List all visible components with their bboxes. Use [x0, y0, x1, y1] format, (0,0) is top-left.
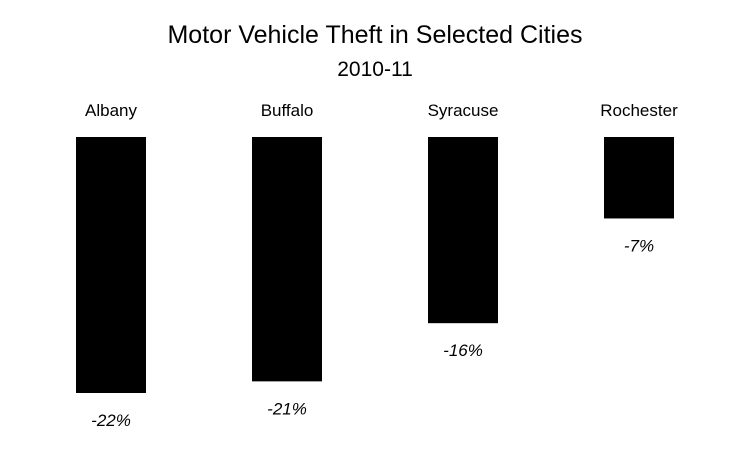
bar-syracuse: [428, 137, 498, 324]
value-label-albany: -22%: [91, 411, 131, 430]
bar-albany: [76, 137, 146, 393]
bar-buffalo: [252, 137, 322, 382]
value-label-syracuse: -16%: [443, 341, 483, 360]
bar-rochester: [604, 137, 674, 219]
value-label-rochester: -7%: [624, 236, 654, 255]
category-label-rochester: Rochester: [600, 101, 678, 120]
value-label-buffalo: -21%: [267, 399, 307, 418]
chart-subtitle: 2010-11: [337, 58, 413, 81]
category-label-albany: Albany: [85, 101, 137, 120]
chart-title: Motor Vehicle Theft in Selected Cities: [167, 21, 583, 49]
category-label-syracuse: Syracuse: [428, 101, 499, 120]
category-label-buffalo: Buffalo: [261, 101, 314, 120]
